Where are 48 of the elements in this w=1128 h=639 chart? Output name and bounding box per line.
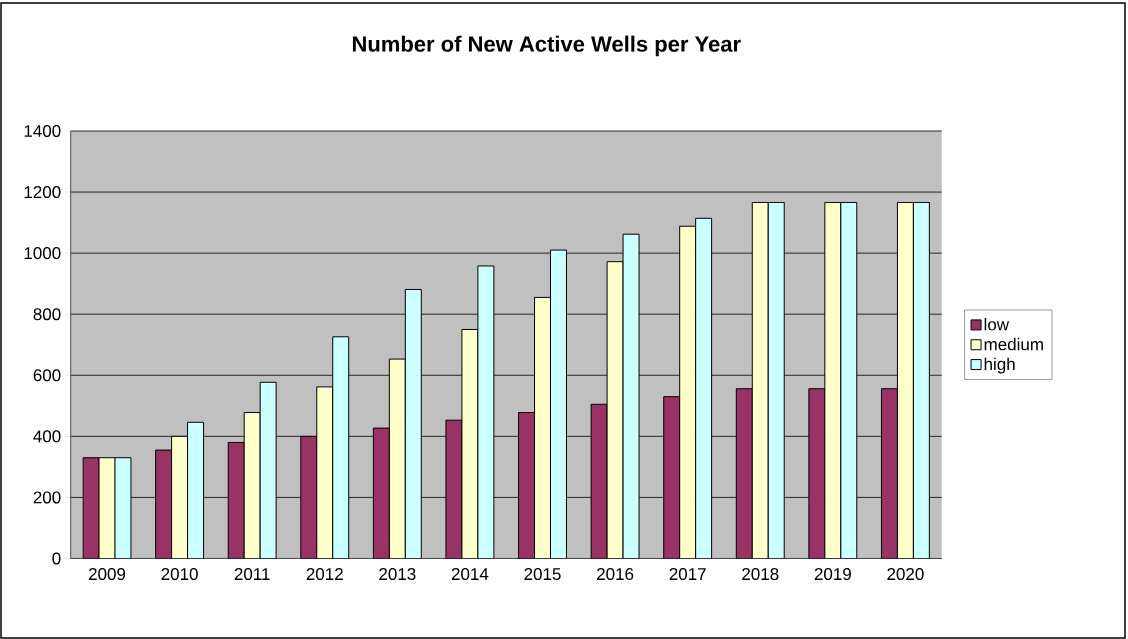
y-tick-label: 200: [33, 491, 61, 504]
bar: [751, 201, 769, 559]
bar: [912, 201, 930, 559]
y-tick-label: 600: [33, 369, 61, 382]
bar: [388, 358, 406, 559]
legend-label: medium: [984, 337, 1043, 351]
bar: [896, 201, 914, 559]
x-tick-label: 2020: [887, 568, 924, 581]
bar: [767, 201, 785, 559]
x-tick-label: 2009: [88, 568, 126, 581]
chart-title: Number of New Active Wells per Year: [352, 35, 741, 57]
bar: [663, 396, 681, 559]
y-tick-label: 0: [52, 552, 61, 565]
bar: [316, 386, 334, 559]
bar: [243, 412, 261, 559]
y-tick-label: 1400: [24, 124, 61, 138]
x-tick-label: 2017: [669, 568, 706, 581]
y-tick-label: 400: [33, 430, 61, 443]
x-tick-label: 2012: [306, 568, 343, 581]
bar: [518, 412, 536, 559]
y-tick-label: 1200: [24, 186, 61, 199]
y-tick-label: 1000: [24, 247, 61, 260]
bar: [880, 388, 898, 559]
legend-label: low: [984, 318, 1010, 331]
legend-label: high: [984, 357, 1015, 374]
bar: [372, 427, 390, 559]
bar: [549, 249, 567, 559]
bar: [227, 441, 245, 559]
y-tick-label: 800: [33, 308, 61, 321]
bar: [840, 201, 858, 559]
x-tick-label: 2019: [814, 568, 851, 581]
x-tick-label: 2011: [234, 568, 270, 581]
bar: [735, 388, 753, 559]
bar: [300, 435, 318, 559]
bar: [187, 421, 205, 559]
x-tick-label: 2018: [742, 568, 779, 581]
x-tick-label: 2014: [451, 568, 489, 581]
bar: [404, 288, 422, 559]
bar: [695, 217, 713, 559]
x-tick-label: 2015: [524, 568, 561, 581]
bar: [155, 449, 173, 559]
bar: [534, 296, 551, 559]
bar: [679, 225, 697, 559]
bar: [332, 336, 350, 559]
x-tick-label: 2013: [379, 568, 416, 581]
bar: [171, 435, 189, 559]
x-tick-label: 2016: [597, 568, 634, 581]
x-tick-label: 2010: [161, 568, 198, 581]
